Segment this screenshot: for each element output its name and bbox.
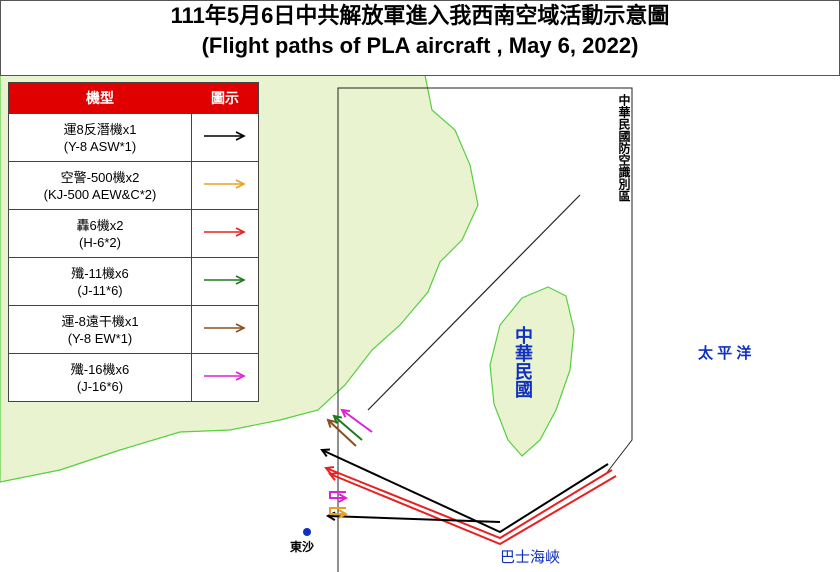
legend: 機型 圖示 運8反潛機x1 (Y-8 ASW*1) 空警-500機x2 (KJ-500 … bbox=[8, 82, 259, 402]
path-arrowhead bbox=[338, 493, 349, 503]
aircraft-cell: 空警-500機x2 (KJ-500 AEW&C*2) bbox=[8, 161, 192, 210]
legend-row: 空警-500機x2 (KJ-500 AEW&C*2) bbox=[8, 161, 259, 210]
legend-arrow bbox=[204, 227, 246, 237]
y8-asw-leg bbox=[327, 515, 501, 523]
dongsha-label: 東沙 bbox=[290, 540, 315, 554]
pacific-label: 太 平 洋 bbox=[698, 345, 752, 362]
path-arrowhead bbox=[340, 408, 351, 418]
h6-path-1 bbox=[325, 467, 613, 540]
legend-arrow bbox=[204, 323, 246, 333]
h6-path-2 bbox=[329, 473, 617, 546]
path-arrowhead bbox=[320, 448, 331, 458]
title-box: 111年5月6日中共解放軍進入我西南空域活動示意圖 (Flight paths … bbox=[0, 0, 840, 76]
arrow-head bbox=[235, 131, 246, 141]
legend-arrow bbox=[204, 275, 246, 285]
legend-row: 殲-11機x6 (J-11*6) bbox=[8, 257, 259, 306]
adiz-boundary bbox=[337, 87, 633, 572]
aircraft-cell: 殲-11機x6 (J-11*6) bbox=[8, 257, 192, 306]
flight-paths bbox=[320, 408, 617, 546]
aircraft-code: (Y-8 EW*1) bbox=[67, 330, 133, 346]
aircraft-code: (Y-8 ASW*1) bbox=[63, 138, 137, 154]
dongsha-dot bbox=[303, 528, 311, 536]
aircraft-name: 轟6機x2 bbox=[76, 217, 124, 233]
aircraft-cell: 運8反潛機x1 (Y-8 ASW*1) bbox=[8, 113, 192, 162]
adiz-label: 中華民國防空識別區 bbox=[617, 94, 631, 202]
legend-row: 運-8遠干機x1 (Y-8 EW*1) bbox=[8, 305, 259, 354]
icon-cell bbox=[191, 353, 259, 402]
aircraft-code: (J-11*6) bbox=[77, 282, 123, 298]
aircraft-cell: 轟6機x2 (H-6*2) bbox=[8, 209, 192, 258]
bashi-label: 巴士海峽 bbox=[500, 549, 561, 566]
path-arrowhead bbox=[324, 466, 335, 475]
path-arrowhead bbox=[338, 509, 349, 519]
aircraft-name: 殲-16機x6 bbox=[70, 361, 130, 377]
arrow-head bbox=[235, 371, 246, 381]
y8ew-path bbox=[327, 419, 357, 447]
arrow-head bbox=[235, 275, 246, 285]
aircraft-cell: 殲-16機x6 (J-16*6) bbox=[8, 353, 192, 402]
aircraft-code: (KJ-500 AEW&C*2) bbox=[43, 186, 157, 202]
arrow-head bbox=[235, 323, 246, 333]
icon-cell bbox=[191, 257, 259, 306]
title: 111年5月6日中共解放軍進入我西南空域活動示意圖 bbox=[170, 3, 670, 28]
legend-row: 殲-16機x6 (J-16*6) bbox=[8, 353, 259, 402]
median-line bbox=[367, 194, 581, 411]
legend-arrow bbox=[204, 131, 246, 141]
y8-asw-path bbox=[321, 449, 609, 534]
kj500-loop bbox=[329, 507, 346, 515]
legend-arrow bbox=[204, 179, 246, 189]
path-arrowhead bbox=[326, 418, 337, 428]
legend-header: 機型 bbox=[8, 82, 192, 114]
legend-row: 轟6機x2 (H-6*2) bbox=[8, 209, 259, 258]
arrow-head bbox=[235, 227, 246, 237]
icon-cell bbox=[191, 209, 259, 258]
aircraft-name: 運8反潛機x1 bbox=[63, 121, 137, 137]
arrow-head bbox=[235, 179, 246, 189]
path-arrowhead bbox=[328, 472, 339, 481]
aircraft-name: 殲-11機x6 bbox=[71, 265, 129, 281]
aircraft-name: 空警-500機x2 bbox=[60, 169, 140, 185]
icon-cell bbox=[191, 305, 259, 354]
legend-header: 圖示 bbox=[191, 82, 259, 114]
legend-row: 運8反潛機x1 (Y-8 ASW*1) bbox=[8, 113, 259, 162]
j11-path bbox=[333, 415, 363, 441]
taiwan-label: 中華民國 bbox=[513, 326, 533, 398]
aircraft-name: 運-8遠干機x1 bbox=[61, 313, 139, 329]
j16-path bbox=[341, 409, 373, 433]
icon-cell bbox=[191, 161, 259, 210]
aircraft-cell: 運-8遠干機x1 (Y-8 EW*1) bbox=[8, 305, 192, 354]
legend-arrow bbox=[204, 371, 246, 381]
aircraft-code: (J-16*6) bbox=[76, 378, 124, 394]
aircraft-code: (H-6*2) bbox=[79, 234, 121, 250]
subtitle: (Flight paths of PLA aircraft , May 6, 2… bbox=[201, 33, 639, 58]
taiwan-island bbox=[489, 286, 575, 457]
icon-cell bbox=[191, 113, 259, 162]
j16-loop bbox=[329, 491, 346, 499]
